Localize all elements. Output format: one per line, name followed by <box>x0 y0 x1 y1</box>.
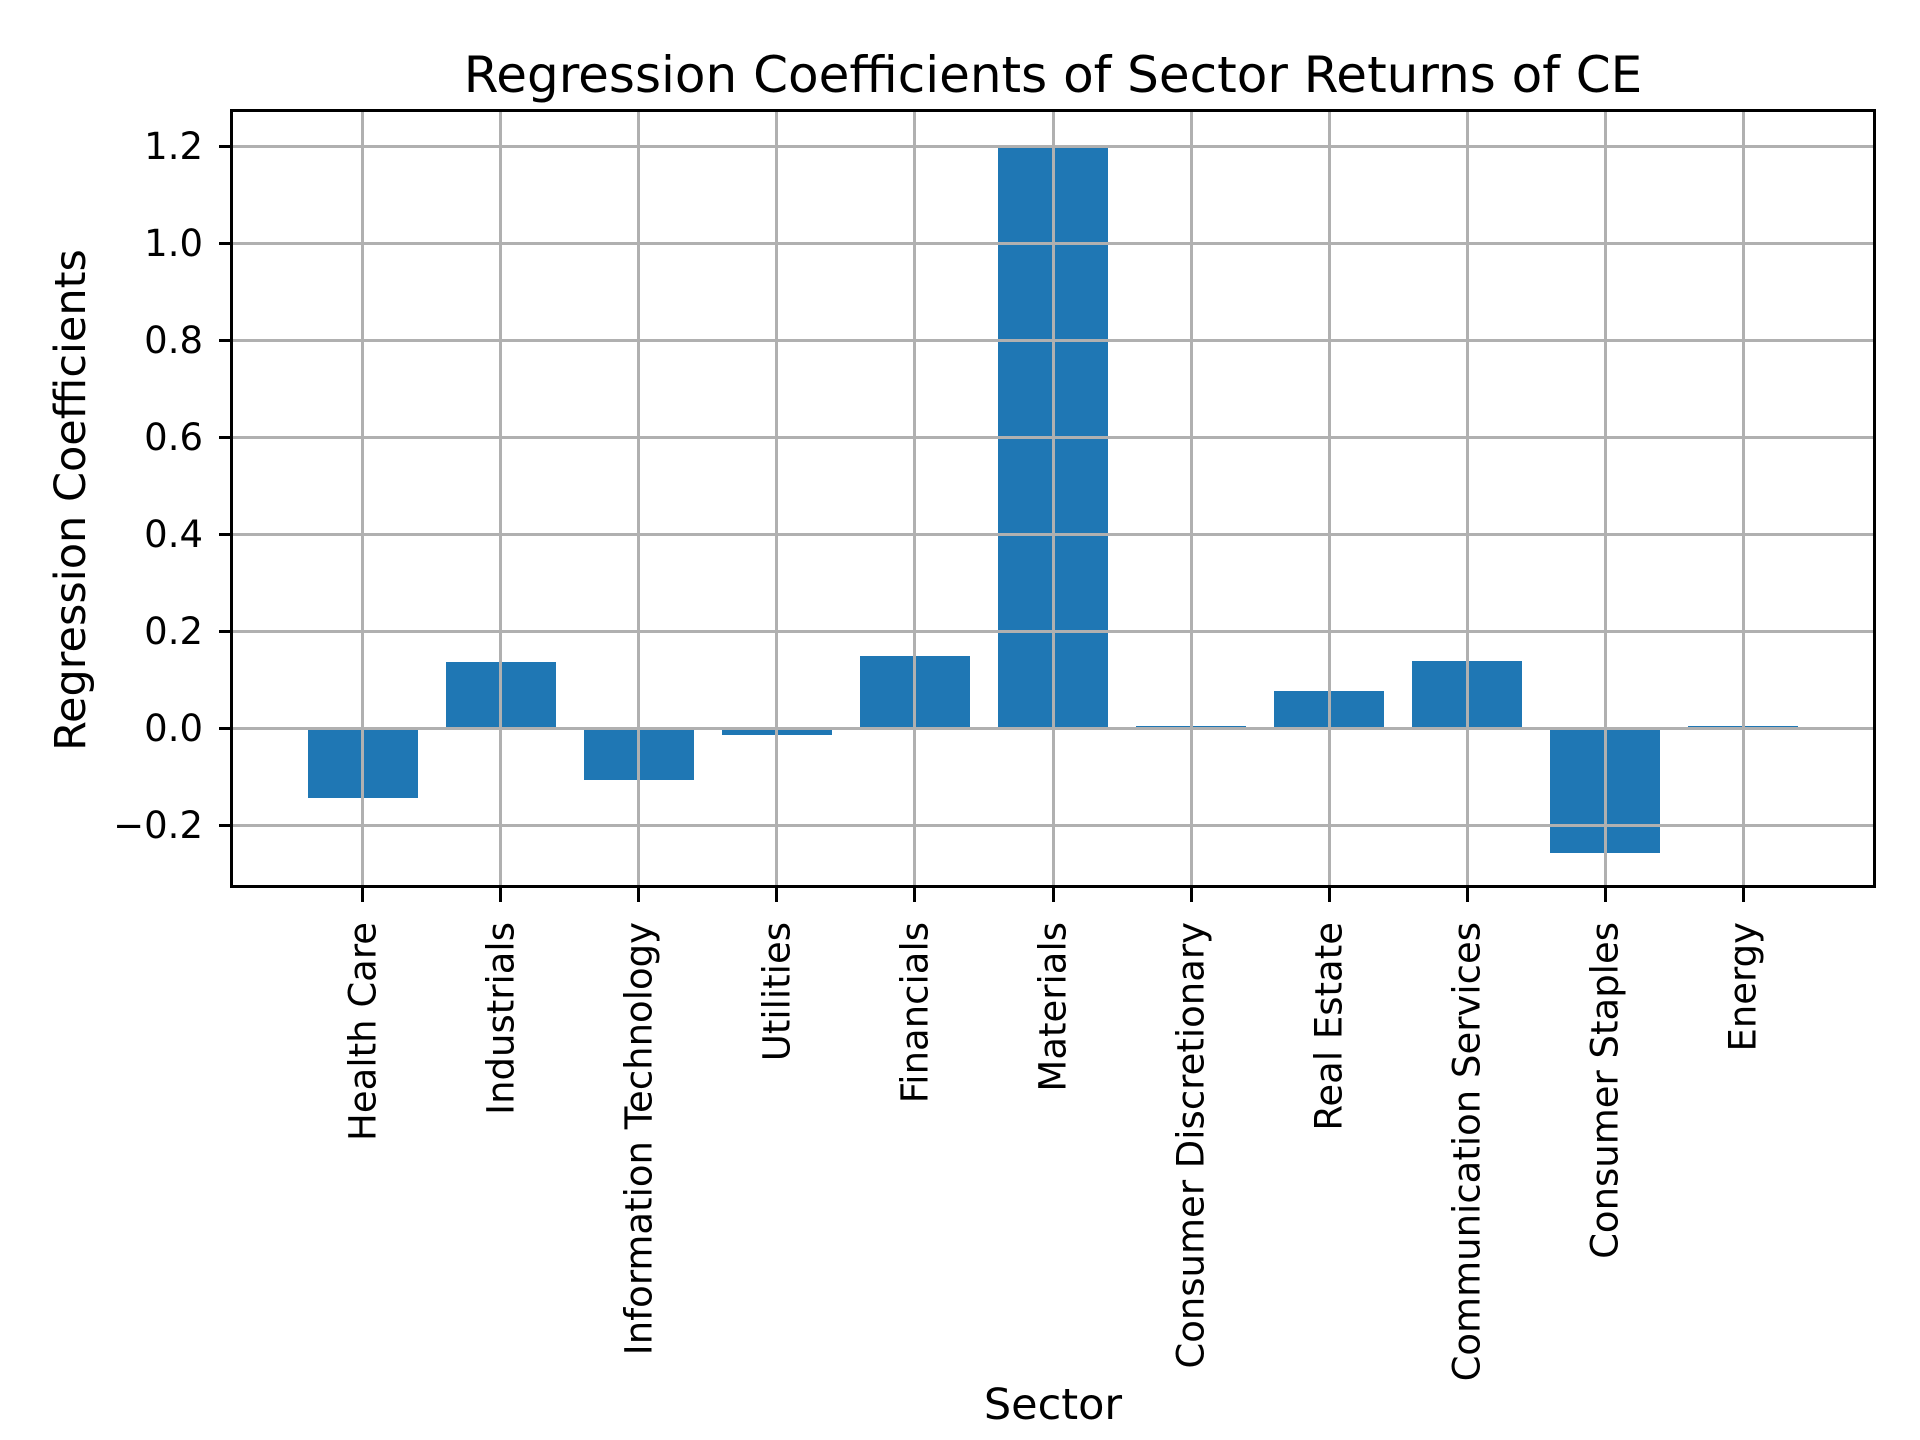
x-tick-mark <box>913 888 917 902</box>
x-tick-mark <box>361 888 365 902</box>
plot-frame <box>230 109 1876 888</box>
y-tick-mark <box>219 145 233 149</box>
y-tick-label: 0.8 <box>144 319 203 363</box>
v-gridline <box>913 112 917 885</box>
y-tick-label: −0.2 <box>113 804 203 848</box>
v-gridline <box>1327 112 1331 885</box>
x-axis-label: Sector <box>983 1380 1123 1430</box>
y-tick-label: 0.6 <box>144 416 203 460</box>
x-tick-label-utilities: Utilities <box>755 922 799 1062</box>
y-tick-label: 1.2 <box>144 125 203 169</box>
x-tick-mark <box>499 888 503 902</box>
y-tick-mark <box>219 824 233 828</box>
v-gridline <box>1741 112 1745 885</box>
x-tick-mark <box>1189 888 1193 902</box>
v-gridline <box>1189 112 1193 885</box>
plot-area <box>233 112 1873 885</box>
v-gridline <box>775 112 779 885</box>
y-tick-label: 0.0 <box>144 707 203 751</box>
x-tick-label-consumer-discretionary: Consumer Discretionary <box>1169 922 1213 1369</box>
y-tick-label: 1.0 <box>144 222 203 266</box>
x-tick-label-materials: Materials <box>1031 922 1075 1092</box>
y-tick-mark <box>219 630 233 634</box>
x-tick-mark <box>775 888 779 902</box>
v-gridline <box>637 112 641 885</box>
x-tick-mark <box>1327 888 1331 902</box>
x-tick-mark <box>1051 888 1055 902</box>
y-tick-mark <box>219 339 233 343</box>
v-gridline <box>361 112 365 885</box>
y-tick-mark <box>219 727 233 731</box>
x-tick-label-energy: Energy <box>1721 922 1765 1052</box>
v-gridline <box>1465 112 1469 885</box>
y-tick-label: 0.2 <box>144 610 203 654</box>
x-tick-label-real-estate: Real Estate <box>1307 922 1351 1131</box>
x-tick-mark <box>1465 888 1469 902</box>
v-gridline <box>1051 112 1055 885</box>
v-gridline <box>1603 112 1607 885</box>
y-tick-mark <box>219 242 233 246</box>
x-tick-label-communication-services: Communication Services <box>1445 922 1489 1382</box>
x-tick-label-information-technology: Information Technology <box>617 922 661 1356</box>
v-gridline <box>499 112 503 885</box>
x-tick-label-financials: Financials <box>893 922 937 1104</box>
x-tick-mark <box>1741 888 1745 902</box>
chart-title: Regression Coefficients of Sector Return… <box>463 46 1643 104</box>
x-tick-label-health-care: Health Care <box>341 922 385 1141</box>
x-tick-label-consumer-staples: Consumer Staples <box>1583 922 1627 1259</box>
y-tick-label: 0.4 <box>144 513 203 557</box>
x-tick-label-industrials: Industrials <box>479 922 523 1115</box>
x-tick-mark <box>1603 888 1607 902</box>
y-tick-mark <box>219 533 233 537</box>
y-tick-mark <box>219 436 233 440</box>
x-tick-mark <box>637 888 641 902</box>
